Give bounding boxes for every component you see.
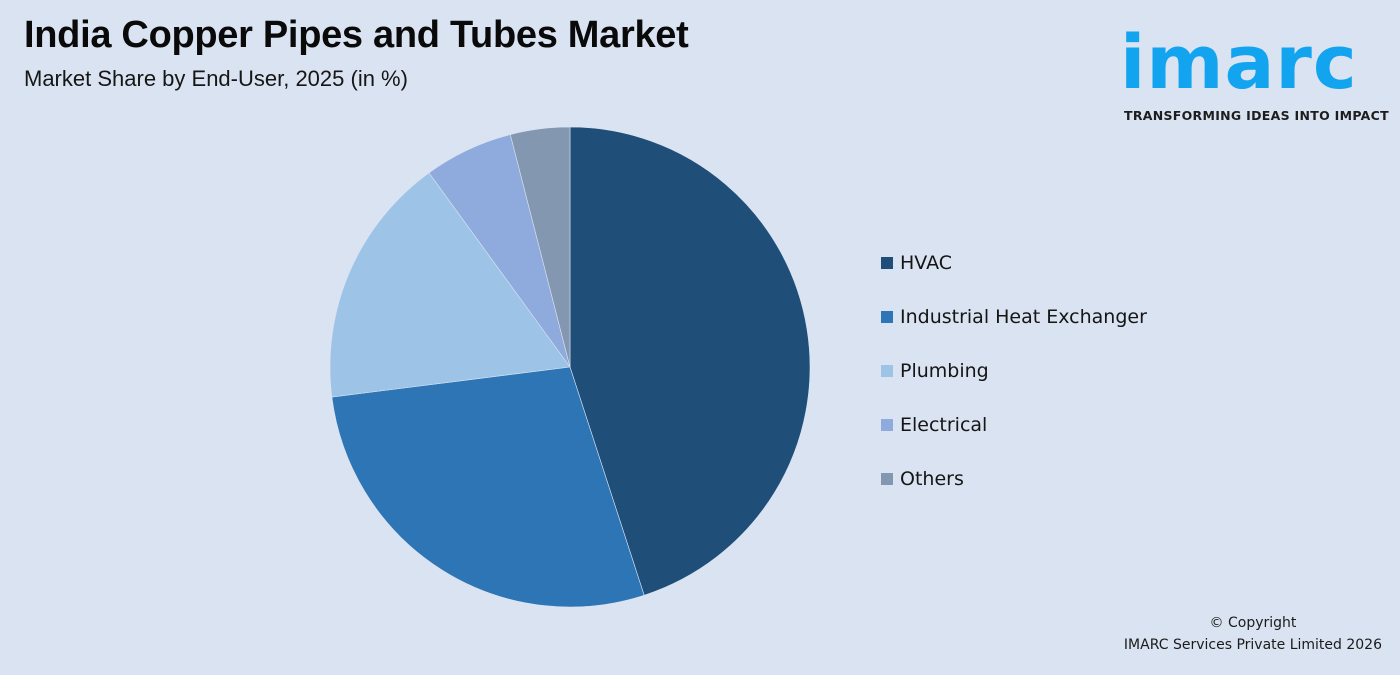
chart-subtitle: Market Share by End-User, 2025 (in %)	[24, 66, 408, 91]
copyright-line-2: IMARC Services Private Limited 2026	[1123, 637, 1382, 653]
legend-swatch-icon	[881, 257, 893, 269]
logo-wordmark: imarc	[1120, 20, 1358, 106]
logo-tagline: TRANSFORMING IDEAS INTO IMPACT	[1124, 108, 1389, 123]
copyright-notice: © Copyright IMARC Services Private Limit…	[1124, 612, 1382, 656]
legend-swatch-icon	[881, 365, 893, 377]
legend-label: HVAC	[900, 252, 952, 274]
legend-label: Industrial Heat Exchanger	[900, 306, 1147, 328]
legend-swatch-icon	[881, 311, 893, 323]
legend-item-hvac: HVAC	[881, 236, 1147, 290]
pie-slice-industrial-heat-exchanger	[331, 366, 645, 608]
legend-swatch-icon	[881, 419, 893, 431]
pie-slice-others	[509, 126, 571, 368]
pie-slice-hvac	[569, 126, 811, 596]
chart-legend: HVAC Industrial Heat Exchanger Plumbing Ele…	[881, 236, 1147, 506]
legend-item-electrical: Electrical	[881, 398, 1147, 452]
legend-label: Plumbing	[900, 360, 989, 382]
legend-swatch-icon	[881, 473, 893, 485]
pie-slice-plumbing	[329, 172, 571, 398]
imarc-logo: imarc TRANSFORMING IDEAS INTO IMPACT	[1118, 10, 1393, 128]
legend-label: Others	[900, 468, 964, 490]
copyright-line-1: © Copyright	[1209, 615, 1297, 631]
legend-item-others: Others	[881, 452, 1147, 506]
legend-item-plumbing: Plumbing	[881, 344, 1147, 398]
legend-label: Electrical	[900, 414, 988, 436]
chart-title: India Copper Pipes and Tubes Market	[24, 14, 689, 56]
legend-item-industrial-heat-exchanger: Industrial Heat Exchanger	[881, 290, 1147, 344]
